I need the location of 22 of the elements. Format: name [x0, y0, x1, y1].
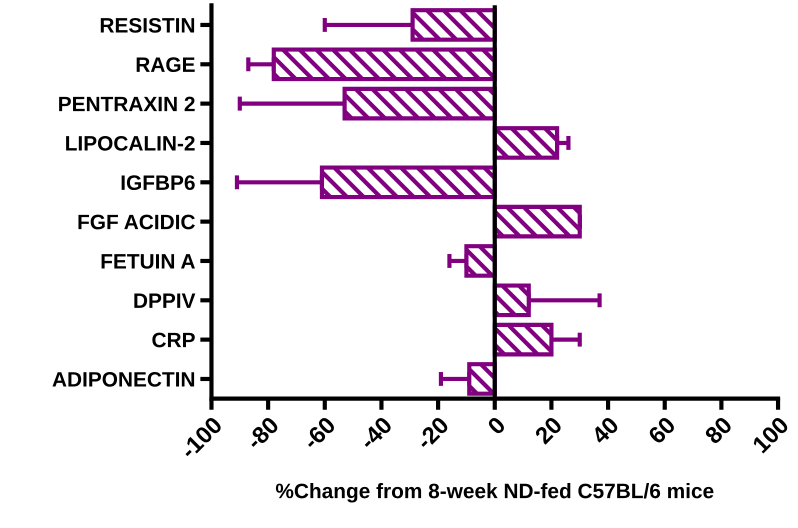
- y-tick-label: LIPOCALIN-2: [66, 136, 195, 151]
- x-tick-label: -20: [415, 416, 450, 450]
- x-tick-label: 20: [534, 416, 563, 445]
- x-tick-label: -100: [179, 416, 224, 460]
- y-tick-label: RAGE: [136, 57, 195, 72]
- y-tick-label: DPPIV: [134, 294, 196, 308]
- x-tick-label: -60: [302, 416, 336, 450]
- x-axis-title: %Change from 8-week ND-fed C57BL/6 mice: [276, 483, 714, 503]
- x-tick-label: 40: [590, 416, 620, 446]
- y-tick-label: CRP: [152, 332, 195, 348]
- y-tick-label: ADIPONECTIN: [52, 372, 194, 387]
- x-tick-label: -40: [358, 416, 394, 450]
- y-tick-label: PENTRAXIN 2: [59, 96, 195, 112]
- x-tick-label: 0: [486, 416, 506, 436]
- y-tick-label: IGFBP6: [122, 175, 195, 190]
- y-tick-label: FGF ACIDIC: [78, 214, 195, 230]
- x-tick-label: 100: [752, 416, 790, 454]
- y-tick-label: RESISTIN: [100, 18, 194, 33]
- x-tick-label: -80: [245, 416, 280, 450]
- x-tick-label: 60: [647, 416, 676, 445]
- x-tick-label: 80: [704, 416, 733, 445]
- y-tick-label: FETUIN A: [102, 254, 195, 269]
